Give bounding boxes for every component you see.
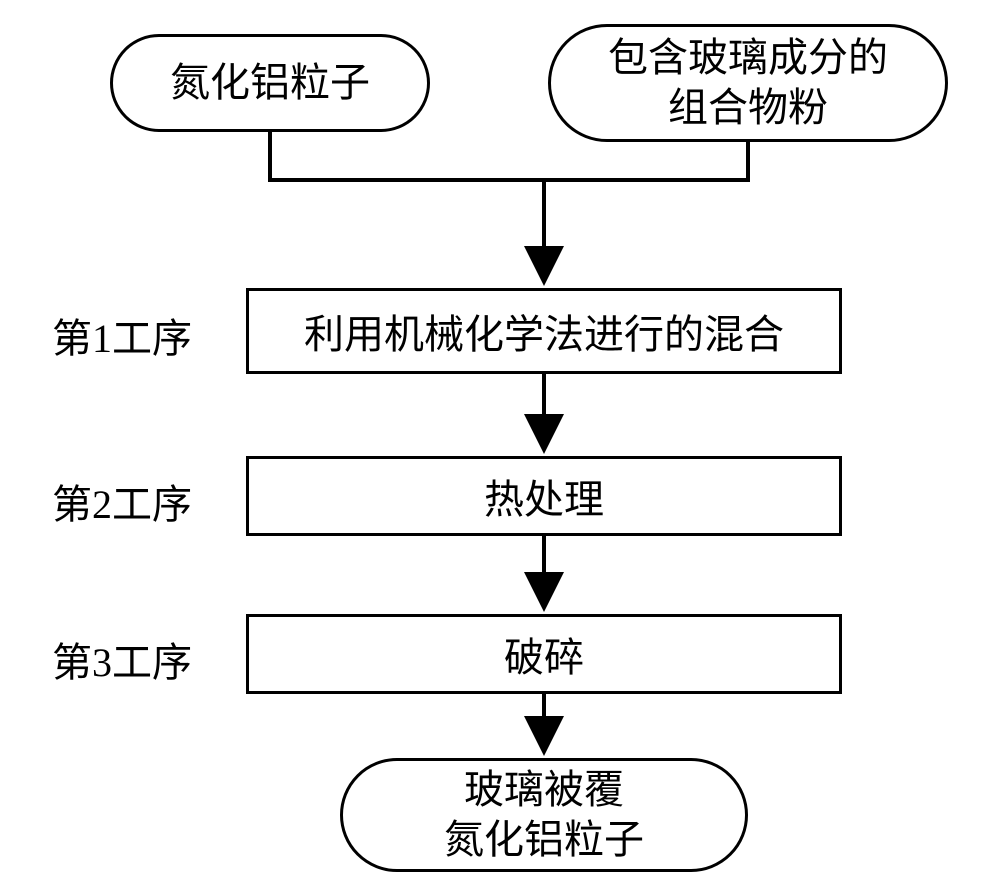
input-node-1-text: 氮化铝粒子: [170, 58, 370, 108]
input-node-2: 包含玻璃成分的 组合物粉: [548, 24, 948, 142]
step-1-box: 利用机械化学法进行的混合: [246, 288, 842, 374]
step-3-label: 第3工序: [52, 630, 192, 688]
step-2-box: 热处理: [246, 456, 842, 536]
output-node: 玻璃被覆 氮化铝粒子: [340, 758, 748, 872]
input-node-2-text: 包含玻璃成分的 组合物粉: [608, 33, 888, 133]
step-1-label: 第1工序: [52, 306, 192, 364]
step-1-text: 利用机械化学法进行的混合: [304, 302, 784, 360]
output-node-text: 玻璃被覆 氮化铝粒子: [444, 765, 644, 865]
step-3-box: 破碎: [246, 614, 842, 694]
step-2-text: 热处理: [484, 467, 604, 525]
step-2-label: 第2工序: [52, 472, 192, 530]
step-3-text: 破碎: [504, 625, 584, 683]
input-node-1: 氮化铝粒子: [110, 34, 430, 132]
